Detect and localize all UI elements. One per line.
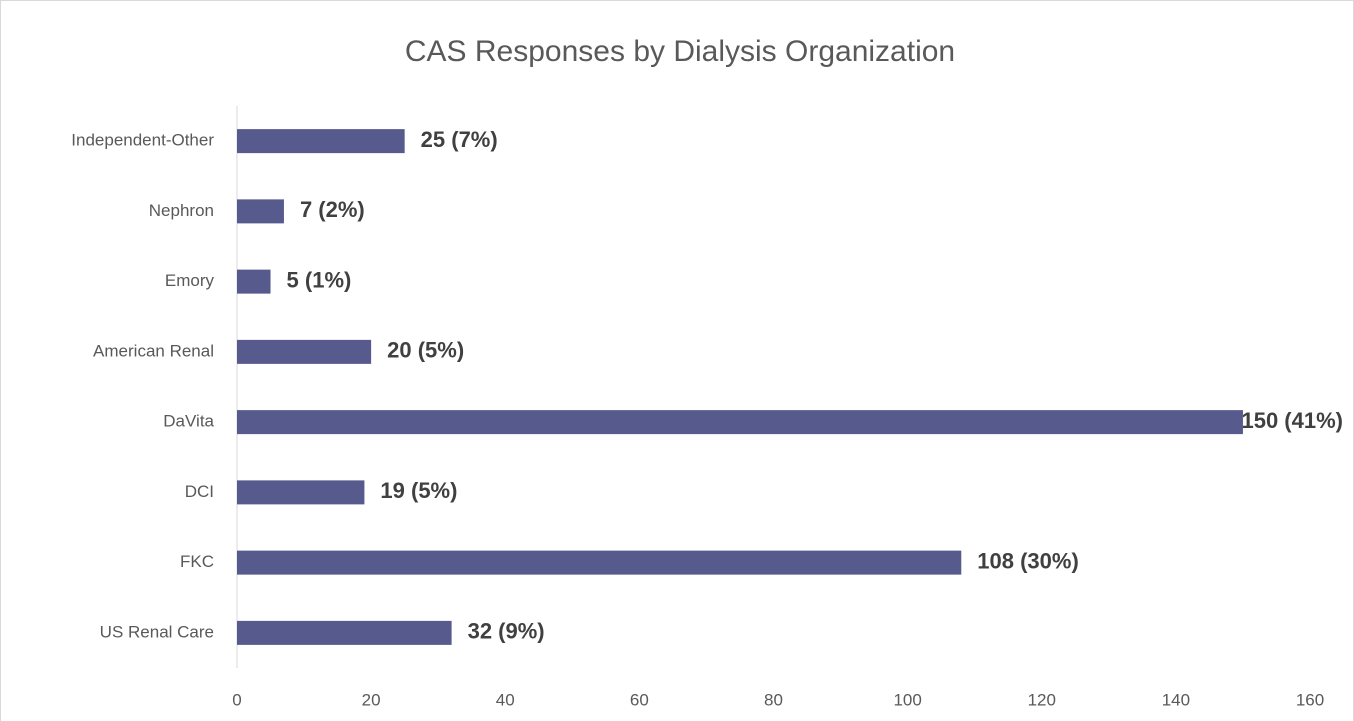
x-tick-label: 40	[496, 690, 515, 709]
y-tick-label: Independent-Other	[71, 131, 214, 150]
y-tick-label: US Renal Care	[100, 622, 214, 641]
x-tick-label: 0	[232, 690, 241, 709]
data-label: 7 (2%)	[300, 197, 365, 222]
y-tick-label: DCI	[185, 482, 214, 501]
data-label: 25 (7%)	[421, 127, 498, 152]
y-tick-label: Emory	[165, 271, 215, 290]
y-tick-label: American Renal	[93, 341, 214, 360]
bar	[237, 410, 1243, 435]
y-tick-label: DaVita	[163, 412, 214, 431]
x-tick-label: 100	[893, 690, 921, 709]
x-tick-label: 160	[1296, 690, 1324, 709]
data-label: 19 (5%)	[380, 478, 457, 503]
y-tick-label: FKC	[180, 552, 214, 571]
data-label: 150 (41%)	[1241, 408, 1343, 433]
bar	[237, 620, 452, 645]
data-label: 32 (9%)	[468, 619, 545, 644]
bar	[237, 269, 271, 294]
bar	[237, 129, 405, 154]
y-tick-label: Nephron	[149, 201, 214, 220]
data-label: 5 (1%)	[287, 267, 352, 292]
chart-title: CAS Responses by Dialysis Organization	[405, 35, 955, 68]
x-tick-label: 140	[1162, 690, 1190, 709]
bar	[237, 550, 962, 575]
x-tick-label: 120	[1028, 690, 1056, 709]
x-tick-label: 20	[362, 690, 381, 709]
bar	[237, 480, 365, 505]
data-label: 108 (30%)	[977, 548, 1079, 573]
data-label: 20 (5%)	[387, 338, 464, 363]
x-tick-label: 60	[630, 690, 649, 709]
bar	[237, 199, 284, 224]
x-tick-label: 80	[764, 690, 783, 709]
bar	[237, 339, 372, 364]
